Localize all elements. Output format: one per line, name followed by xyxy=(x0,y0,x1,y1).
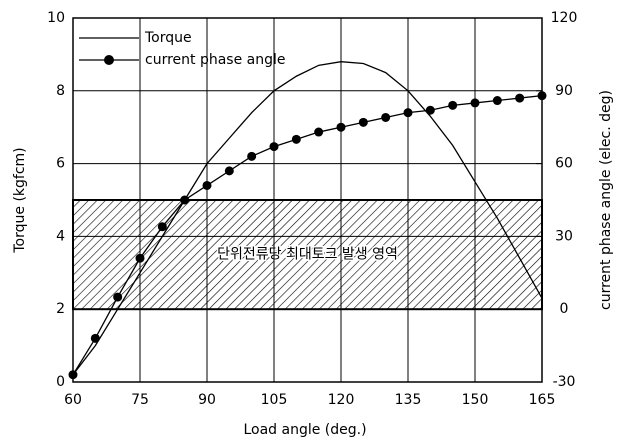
legend-label: Torque xyxy=(144,30,192,46)
point xyxy=(113,292,123,302)
point xyxy=(269,142,279,152)
x-tick-label: 105 xyxy=(261,392,288,408)
y2-tick-label: 90 xyxy=(555,83,573,99)
x-tick-label: 120 xyxy=(328,392,355,408)
point xyxy=(68,370,78,380)
x-tick-label: 90 xyxy=(198,392,216,408)
point xyxy=(247,151,257,161)
series-line xyxy=(72,61,543,376)
x-tick-label: 75 xyxy=(131,392,149,408)
x-axis-label: Load angle (deg.) xyxy=(243,422,366,438)
series-line xyxy=(72,95,543,376)
point xyxy=(291,134,301,144)
y-axis-label: Torque (kgfcm) xyxy=(12,147,28,253)
point xyxy=(448,100,458,110)
point xyxy=(135,253,145,263)
y-tick-label: 4 xyxy=(56,228,65,244)
point xyxy=(403,108,413,118)
point xyxy=(180,195,190,205)
legend-label: current phase angle xyxy=(145,52,286,68)
point xyxy=(314,127,324,137)
y-tick-label: 8 xyxy=(56,83,65,99)
point xyxy=(470,98,480,108)
point xyxy=(537,91,547,101)
y-tick-label: 6 xyxy=(56,156,65,172)
y-tick-label: 0 xyxy=(56,374,65,390)
x-tick-label: 150 xyxy=(462,392,489,408)
legend-marker xyxy=(104,55,114,65)
y2-tick-label: 60 xyxy=(555,156,573,172)
y2-tick-label: 0 xyxy=(560,301,569,317)
point xyxy=(224,166,234,176)
x-tick-label: 165 xyxy=(529,392,556,408)
plot-frame xyxy=(72,17,543,383)
point xyxy=(425,105,435,115)
point xyxy=(157,222,167,232)
y2-tick-label: -30 xyxy=(553,374,576,390)
point xyxy=(202,180,212,190)
point xyxy=(358,117,368,127)
y-tick-label: 10 xyxy=(47,10,65,26)
point xyxy=(90,333,100,343)
y-tick-label: 2 xyxy=(56,301,65,317)
y2-axis-label: current phase angle (elec. deg) xyxy=(598,90,614,310)
x-tick-label: 135 xyxy=(395,392,422,408)
y2-tick-label: 120 xyxy=(551,10,578,26)
region-label: 단위전류당 최대토크 발생 영역 xyxy=(217,247,398,263)
point xyxy=(492,96,502,106)
point xyxy=(336,122,346,132)
x-tick-label: 60 xyxy=(64,392,82,408)
point xyxy=(381,112,391,122)
y2-tick-label: 30 xyxy=(555,228,573,244)
point xyxy=(515,93,525,103)
